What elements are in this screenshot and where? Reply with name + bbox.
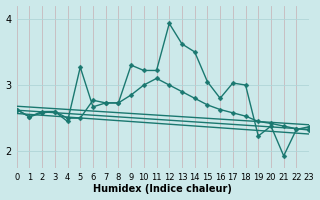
X-axis label: Humidex (Indice chaleur): Humidex (Indice chaleur) <box>93 184 232 194</box>
